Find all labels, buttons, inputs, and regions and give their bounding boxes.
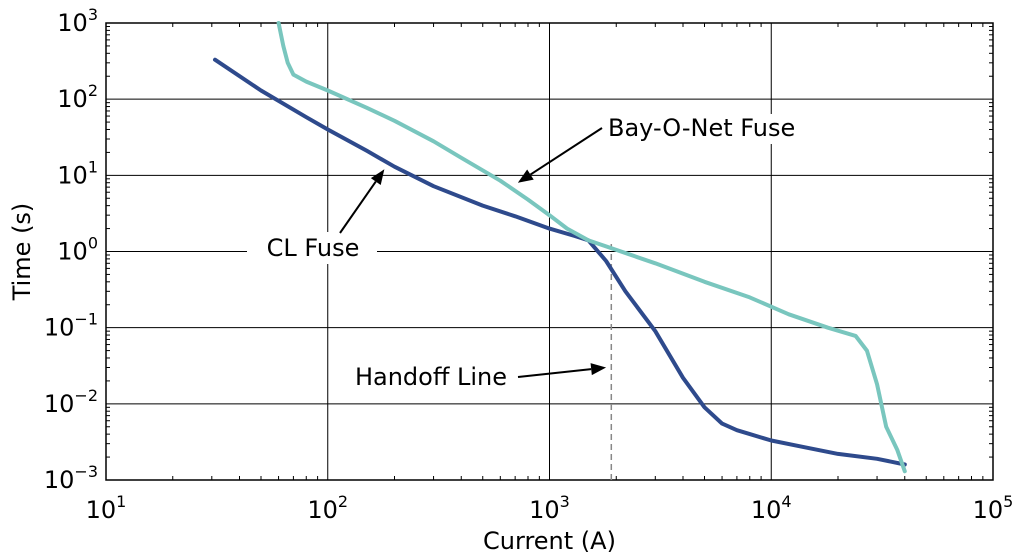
y-axis-ticks: 10−3 10−2 10−1 100 101 102 103: [44, 5, 98, 494]
y-tick-label: 103: [57, 5, 98, 37]
y-tick-label: 10−2: [44, 386, 98, 418]
x-tick-label: 102: [307, 492, 348, 524]
annotation-bay-label: Bay-O-Net Fuse: [608, 114, 795, 142]
plot-frame: [105, 22, 994, 481]
y-tick-label: 10−1: [44, 310, 98, 342]
annotation-bay-arrow: [529, 127, 603, 176]
annotation-handoff-label: Handoff Line: [355, 363, 507, 391]
x-tick-label: 104: [751, 492, 792, 524]
y-tick-label: 101: [57, 157, 98, 189]
x-tick-label: 101: [86, 492, 127, 524]
x-axis-label: Current (A): [483, 527, 616, 555]
annotation-background: [342, 361, 520, 393]
x-axis-ticks: 101 102 103 104 105: [86, 492, 1014, 524]
annotations: Bay-O-Net Fuse CL Fuse Handoff Line: [247, 114, 816, 393]
y-tick-label: 100: [57, 234, 98, 266]
series-line-bay-o-net-fuse: [276, 21, 907, 474]
grid: [105, 22, 994, 481]
x-tick-label: 105: [973, 492, 1014, 524]
annotation-cl-arrowhead: [370, 169, 385, 186]
annotation-background: [247, 232, 377, 264]
x-tick-label: 103: [529, 492, 570, 524]
annotation-cl-label: CL Fuse: [267, 234, 360, 262]
y-tick-label: 102: [57, 81, 98, 113]
y-tick-label: 10−3: [44, 462, 98, 494]
series-group: [213, 21, 907, 474]
annotation-cl-arrow: [339, 181, 377, 234]
annotation-handoff-arrow: [517, 368, 592, 378]
series-line-cl-fuse: [213, 57, 907, 467]
y-axis-label: Time (s): [8, 203, 36, 302]
plot-border: [105, 22, 994, 481]
annotation-handoff-arrowhead: [590, 363, 607, 376]
annotation-bay-arrowhead: [517, 169, 534, 183]
annotation-background: [598, 114, 816, 144]
